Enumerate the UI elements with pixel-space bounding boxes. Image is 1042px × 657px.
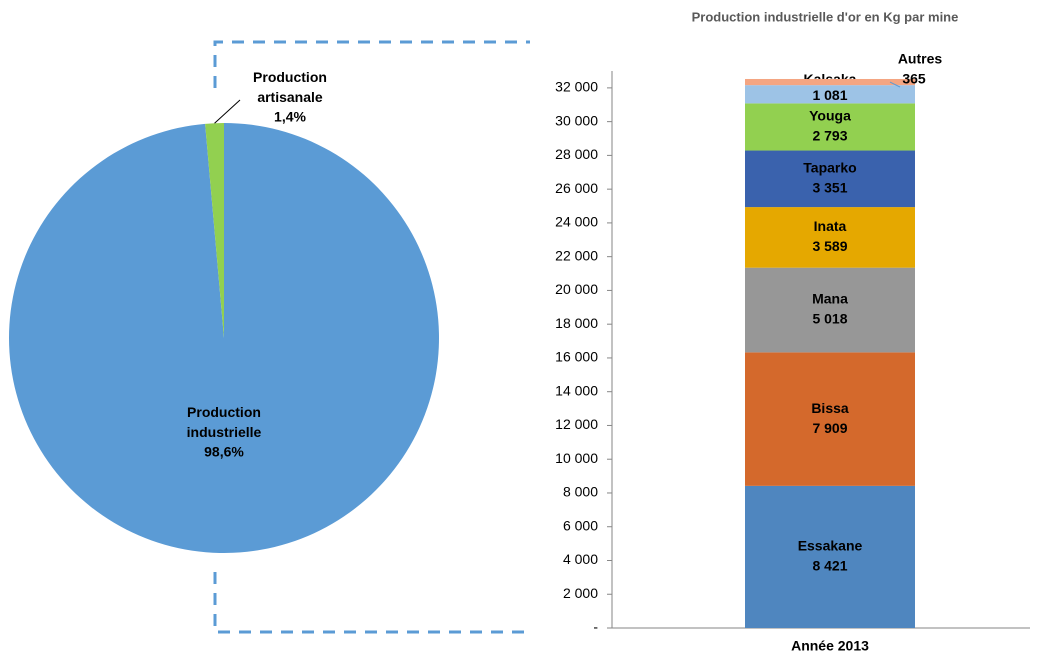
pie-slice <box>9 123 440 554</box>
y-tick-label: 24 000 <box>555 214 598 230</box>
bar-segment <box>745 485 915 628</box>
pie-value-label: 1,4% <box>274 109 306 125</box>
segment-name: Inata <box>814 218 847 234</box>
connector <box>213 40 530 634</box>
y-tick-label: 22 000 <box>555 247 598 263</box>
pie-label-line: artisanale <box>257 89 323 105</box>
bar-segment <box>745 78 915 86</box>
pie-label-line: industrielle <box>187 424 262 440</box>
bar-segment <box>745 267 915 353</box>
pie-label-line: Production <box>253 69 327 85</box>
y-tick-label: 2 000 <box>563 585 598 601</box>
y-tick-label: - <box>593 619 598 635</box>
bar-segment <box>745 103 915 151</box>
y-tick-label: 20 000 <box>555 281 598 297</box>
pie-label-line: Production <box>187 404 261 420</box>
bar-segment <box>745 207 915 268</box>
y-tick-label: 28 000 <box>555 146 598 162</box>
segment-value: 8 421 <box>812 558 847 574</box>
pie-label: Production artisanale <box>253 69 327 105</box>
chart-title: Production industrielle d'or en Kg par m… <box>692 9 959 24</box>
segment-value: 5 018 <box>812 311 847 327</box>
bar-segment <box>745 352 915 486</box>
y-tick-label: 8 000 <box>563 484 598 500</box>
segment-name: Autres <box>898 51 943 67</box>
segment-name: Bissa <box>811 400 849 416</box>
connector-top <box>213 40 530 88</box>
segment-name: Taparko <box>803 160 856 176</box>
x-tick-label: Année 2013 <box>791 638 869 654</box>
segment-name: Youga <box>809 108 851 124</box>
pie-value-label: 98,6% <box>204 444 244 460</box>
segment-value: 1 081 <box>812 87 847 103</box>
y-tick-label: 10 000 <box>555 450 598 466</box>
y-tick-label: 6 000 <box>563 517 598 533</box>
segment-name: Essakane <box>798 538 863 554</box>
segment-value: 365 <box>902 71 926 87</box>
y-tick-label: 16 000 <box>555 349 598 365</box>
leader-line <box>214 99 241 124</box>
bar-segment <box>745 150 915 208</box>
segment-name: Mana <box>812 291 848 307</box>
segment-value: 7 909 <box>812 420 847 436</box>
segment-value: 3 589 <box>812 238 847 254</box>
connector-bottom <box>213 572 530 634</box>
pie-slice <box>205 123 224 338</box>
bar-segment <box>745 85 915 104</box>
segment-value: 3 351 <box>812 180 847 196</box>
y-tick-label: 14 000 <box>555 382 598 398</box>
y-tick-label: 32 000 <box>555 79 598 95</box>
y-tick-label: 4 000 <box>563 551 598 567</box>
leader-line <box>889 81 901 88</box>
y-tick-label: 12 000 <box>555 416 598 432</box>
pie-label: Production industrielle <box>187 404 262 440</box>
y-tick-label: 26 000 <box>555 180 598 196</box>
y-tick-label: 18 000 <box>555 315 598 331</box>
segment-value: 2 793 <box>812 128 847 144</box>
y-tick-label: 30 000 <box>555 112 598 128</box>
